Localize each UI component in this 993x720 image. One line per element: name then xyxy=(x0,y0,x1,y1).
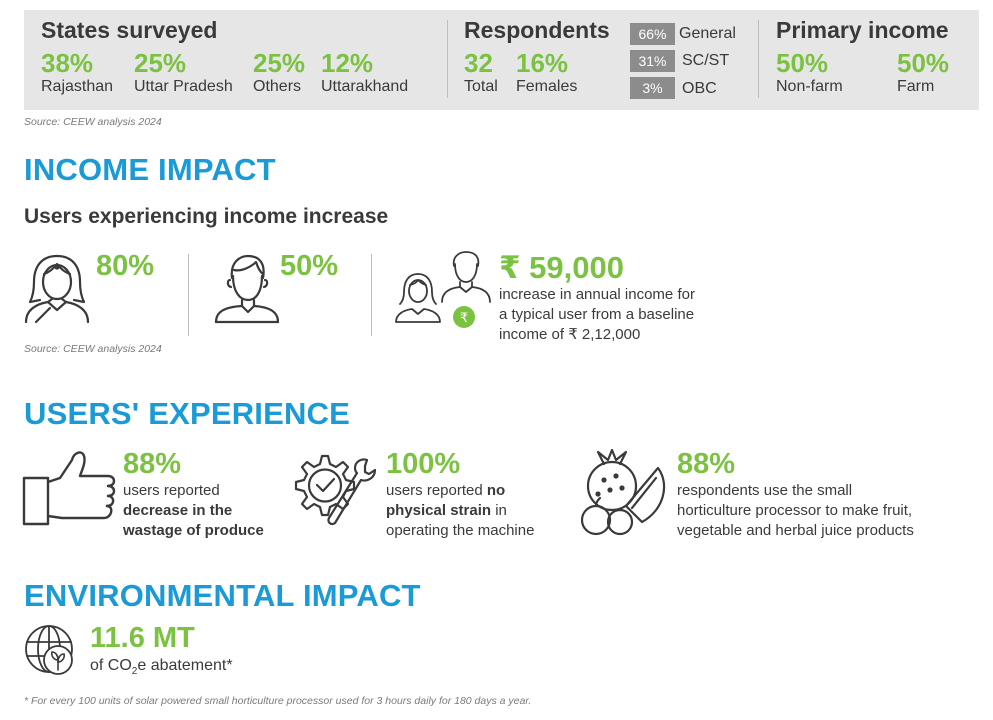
income-nonfarm-label: Non-farm xyxy=(776,78,843,95)
wastage-value: 88% xyxy=(123,448,182,480)
man-icon xyxy=(214,254,280,324)
category-badge-scst: 31% xyxy=(630,50,675,72)
income-desc-line2: a typical user from a baseline xyxy=(499,306,695,323)
income-farm-value: 50% xyxy=(897,48,950,78)
rupee-icon: ₹ xyxy=(460,311,468,326)
income-divider xyxy=(188,254,189,336)
respondents-females-value: 16% xyxy=(516,48,569,78)
respondents-total-label: Total xyxy=(464,78,498,95)
category-badge-obc: 3% xyxy=(630,77,675,99)
gear-wrench-icon xyxy=(294,454,377,526)
thumbs-up-icon xyxy=(22,451,116,526)
income-desc-line3: income of ₹ 2,12,000 xyxy=(499,326,641,343)
state-label-up: Uttar Pradesh xyxy=(134,78,233,95)
panel-divider xyxy=(758,20,759,98)
primary-income-title: Primary income xyxy=(776,17,949,43)
juice-value: 88% xyxy=(677,448,736,480)
users-experience-heading: USERS' EXPERIENCE xyxy=(24,396,351,431)
respondents-total-value: 32 xyxy=(464,48,493,78)
juice-line3: vegetable and herbal juice products xyxy=(677,522,914,539)
income-amount: ₹ 59,000 xyxy=(499,250,624,285)
income-impact-heading: INCOME IMPACT xyxy=(24,152,276,187)
category-label-scst: SC/ST xyxy=(682,52,730,69)
female-income-value: 80% xyxy=(96,250,155,282)
category-badge-general: 66% xyxy=(630,23,675,45)
wastage-line1: users reported xyxy=(123,482,220,499)
couple-income-icon: ₹ xyxy=(395,251,491,328)
juice-line2: horticulture processor to make fruit, xyxy=(677,502,913,519)
states-title: States surveyed xyxy=(41,17,218,43)
fruits-icon xyxy=(580,448,666,536)
state-value-up: 25% xyxy=(134,48,187,78)
wastage-line2: decrease in the xyxy=(123,502,233,519)
footnote: * For every 100 units of solar powered s… xyxy=(24,695,532,707)
strain-value: 100% xyxy=(386,448,461,480)
juice-line1: respondents use the small xyxy=(677,482,853,499)
respondents-females-label: Females xyxy=(516,78,578,95)
abatement-desc: of CO2e abatement* xyxy=(90,657,233,678)
income-desc-line1: increase in annual income for xyxy=(499,286,695,303)
income-farm-label: Farm xyxy=(897,78,935,95)
income-source-note: Source: CEEW analysis 2024 xyxy=(24,343,162,355)
wastage-line3: wastage of produce xyxy=(123,522,264,539)
globe-leaf-icon xyxy=(25,625,73,675)
strain-line2: physical strain in xyxy=(386,502,507,519)
state-value-rajasthan: 38% xyxy=(41,48,94,78)
income-impact-subheading: Users experiencing income increase xyxy=(24,205,389,228)
summary-panel xyxy=(24,10,979,110)
woman-icon xyxy=(24,254,90,324)
respondents-title: Respondents xyxy=(464,17,610,43)
environmental-heading: ENVIRONMENTAL IMPACT xyxy=(24,578,421,613)
strain-line1: users reported no xyxy=(386,482,506,499)
category-label-obc: OBC xyxy=(682,80,717,97)
income-nonfarm-value: 50% xyxy=(776,48,829,78)
strain-line3: operating the machine xyxy=(386,522,535,539)
panel-divider xyxy=(447,20,448,98)
state-value-uttarakhand: 12% xyxy=(321,48,374,78)
state-label-uttarakhand: Uttarakhand xyxy=(321,78,409,95)
abatement-value: 11.6 MT xyxy=(90,622,195,654)
state-label-rajasthan: Rajasthan xyxy=(41,78,114,95)
income-divider xyxy=(371,254,372,336)
source-note: Source: CEEW analysis 2024 xyxy=(24,116,162,128)
state-label-others: Others xyxy=(253,78,302,95)
category-label-general: General xyxy=(679,25,736,42)
male-income-value: 50% xyxy=(280,250,339,282)
state-value-others: 25% xyxy=(253,48,306,78)
